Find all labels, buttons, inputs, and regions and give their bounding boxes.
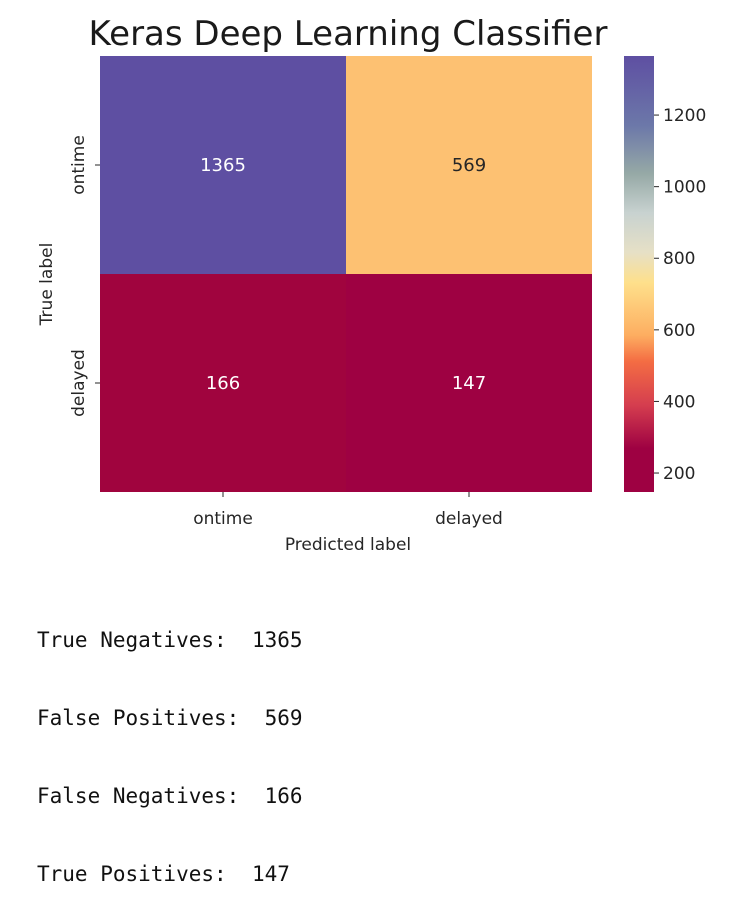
summary-label: True Positives: <box>37 862 227 886</box>
colorbar-tick-label: 200 <box>663 464 695 484</box>
heatmap-cell <box>100 274 346 492</box>
colorbar-tick-label: 1200 <box>663 106 706 126</box>
chart-title: Keras Deep Learning Classifier <box>89 14 608 54</box>
summary-label: False Negatives: <box>37 784 240 808</box>
heatmap-cell <box>100 56 346 274</box>
cell-value-label: 569 <box>452 155 486 176</box>
heatmap-cells: 1365 569 166 147 <box>100 56 592 492</box>
x-tick-label: ontime <box>193 509 253 529</box>
summary-value: 166 <box>264 784 303 808</box>
y-axis-label: True label <box>37 243 57 327</box>
summary-label: True Negatives: <box>37 628 227 652</box>
confusion-summary: True Negatives: 1365 False Positives: 56… <box>37 575 303 913</box>
summary-true-negatives: True Negatives: 1365 <box>37 627 303 653</box>
colorbar-tick-label: 600 <box>663 321 695 341</box>
summary-value: 147 <box>251 862 290 886</box>
cell-value-label: 1365 <box>200 155 246 176</box>
y-tick-labels: ontime delayed <box>69 135 100 417</box>
y-tick-label: ontime <box>69 135 89 195</box>
heatmap-cell <box>346 274 592 492</box>
summary-false-positives: False Positives: 569 <box>37 705 303 731</box>
heatmap-cell <box>346 56 592 274</box>
x-axis-label: Predicted label <box>285 535 411 555</box>
summary-value: 1365 <box>251 628 303 652</box>
summary-false-negatives: False Negatives: 166 <box>37 783 303 809</box>
colorbar-ticks: 200 400 600 800 1000 1200 <box>654 106 706 484</box>
cell-value-label: 166 <box>206 373 240 394</box>
colorbar-tick-label: 1000 <box>663 178 706 198</box>
y-tick-label: delayed <box>69 349 89 417</box>
confusion-matrix-chart: Keras Deep Learning Classifier 1365 569 16… <box>37 14 706 555</box>
colorbar-tick-label: 400 <box>663 392 695 412</box>
x-tick-label: delayed <box>435 509 503 529</box>
cell-value-label: 147 <box>452 373 486 394</box>
colorbar-tick-label: 800 <box>663 249 695 269</box>
x-tick-labels: ontime delayed <box>193 492 503 529</box>
summary-true-positives: True Positives: 147 <box>37 861 303 887</box>
colorbar <box>624 56 654 492</box>
